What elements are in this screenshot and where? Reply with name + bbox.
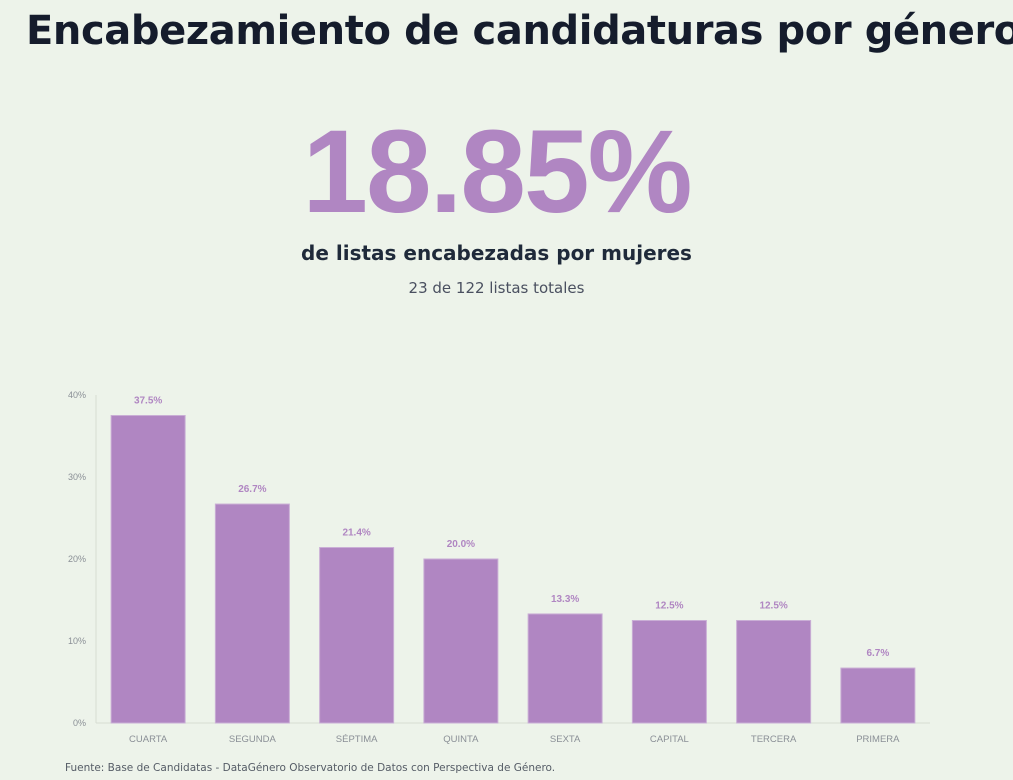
x-tick-label: QUINTA — [443, 734, 479, 745]
x-tick-label: CAPITAL — [650, 734, 689, 745]
x-tick-label: TERCERA — [751, 734, 797, 745]
bar-value-label: 13.3% — [551, 594, 579, 605]
x-tick-label: PRIMERA — [856, 734, 900, 745]
y-tick-label: 30% — [68, 472, 86, 482]
bar-chart: 0% 10% 20% 30% 40% 37.5% CUARTA 26.7% SEGUNDA 21.… — [68, 390, 930, 745]
y-tick-label: 20% — [68, 554, 86, 564]
x-tick-label: SÉPTIMA — [336, 734, 378, 745]
headline-stat-detail: 23 de 122 listas totales — [408, 279, 585, 297]
page-title: Encabezamiento de candidaturas por géner… — [26, 8, 1013, 54]
bar-primera — [840, 667, 916, 724]
bar-capital — [631, 620, 707, 724]
bar-value-label: 21.4% — [342, 528, 370, 539]
x-tick-label: SEXTA — [550, 734, 581, 745]
source-footnote: Fuente: Base de Candidatas - DataGénero … — [65, 762, 556, 774]
bar-value-label: 12.5% — [655, 601, 683, 612]
bar-sexta — [527, 613, 603, 724]
bar-quinta — [423, 558, 499, 724]
bar-tercera — [736, 620, 812, 724]
y-tick-label: 10% — [68, 636, 86, 646]
headline-stat-value: 18.85% — [302, 106, 692, 238]
bar-value-label: 37.5% — [134, 396, 162, 407]
y-tick-label: 0% — [73, 718, 86, 728]
headline-stat-label: de listas encabezadas por mujeres — [301, 241, 692, 265]
bar-segunda — [214, 503, 290, 724]
bar-value-label: 6.7% — [866, 648, 889, 659]
bar-value-label: 20.0% — [447, 539, 475, 550]
bar-value-label: 26.7% — [238, 484, 266, 495]
bar-value-label: 12.5% — [759, 601, 787, 612]
bar-séptima — [319, 547, 395, 724]
y-tick-label: 40% — [68, 390, 86, 400]
x-tick-label: SEGUNDA — [229, 734, 277, 745]
x-tick-label: CUARTA — [129, 734, 168, 745]
bar-cuarta — [110, 415, 186, 724]
